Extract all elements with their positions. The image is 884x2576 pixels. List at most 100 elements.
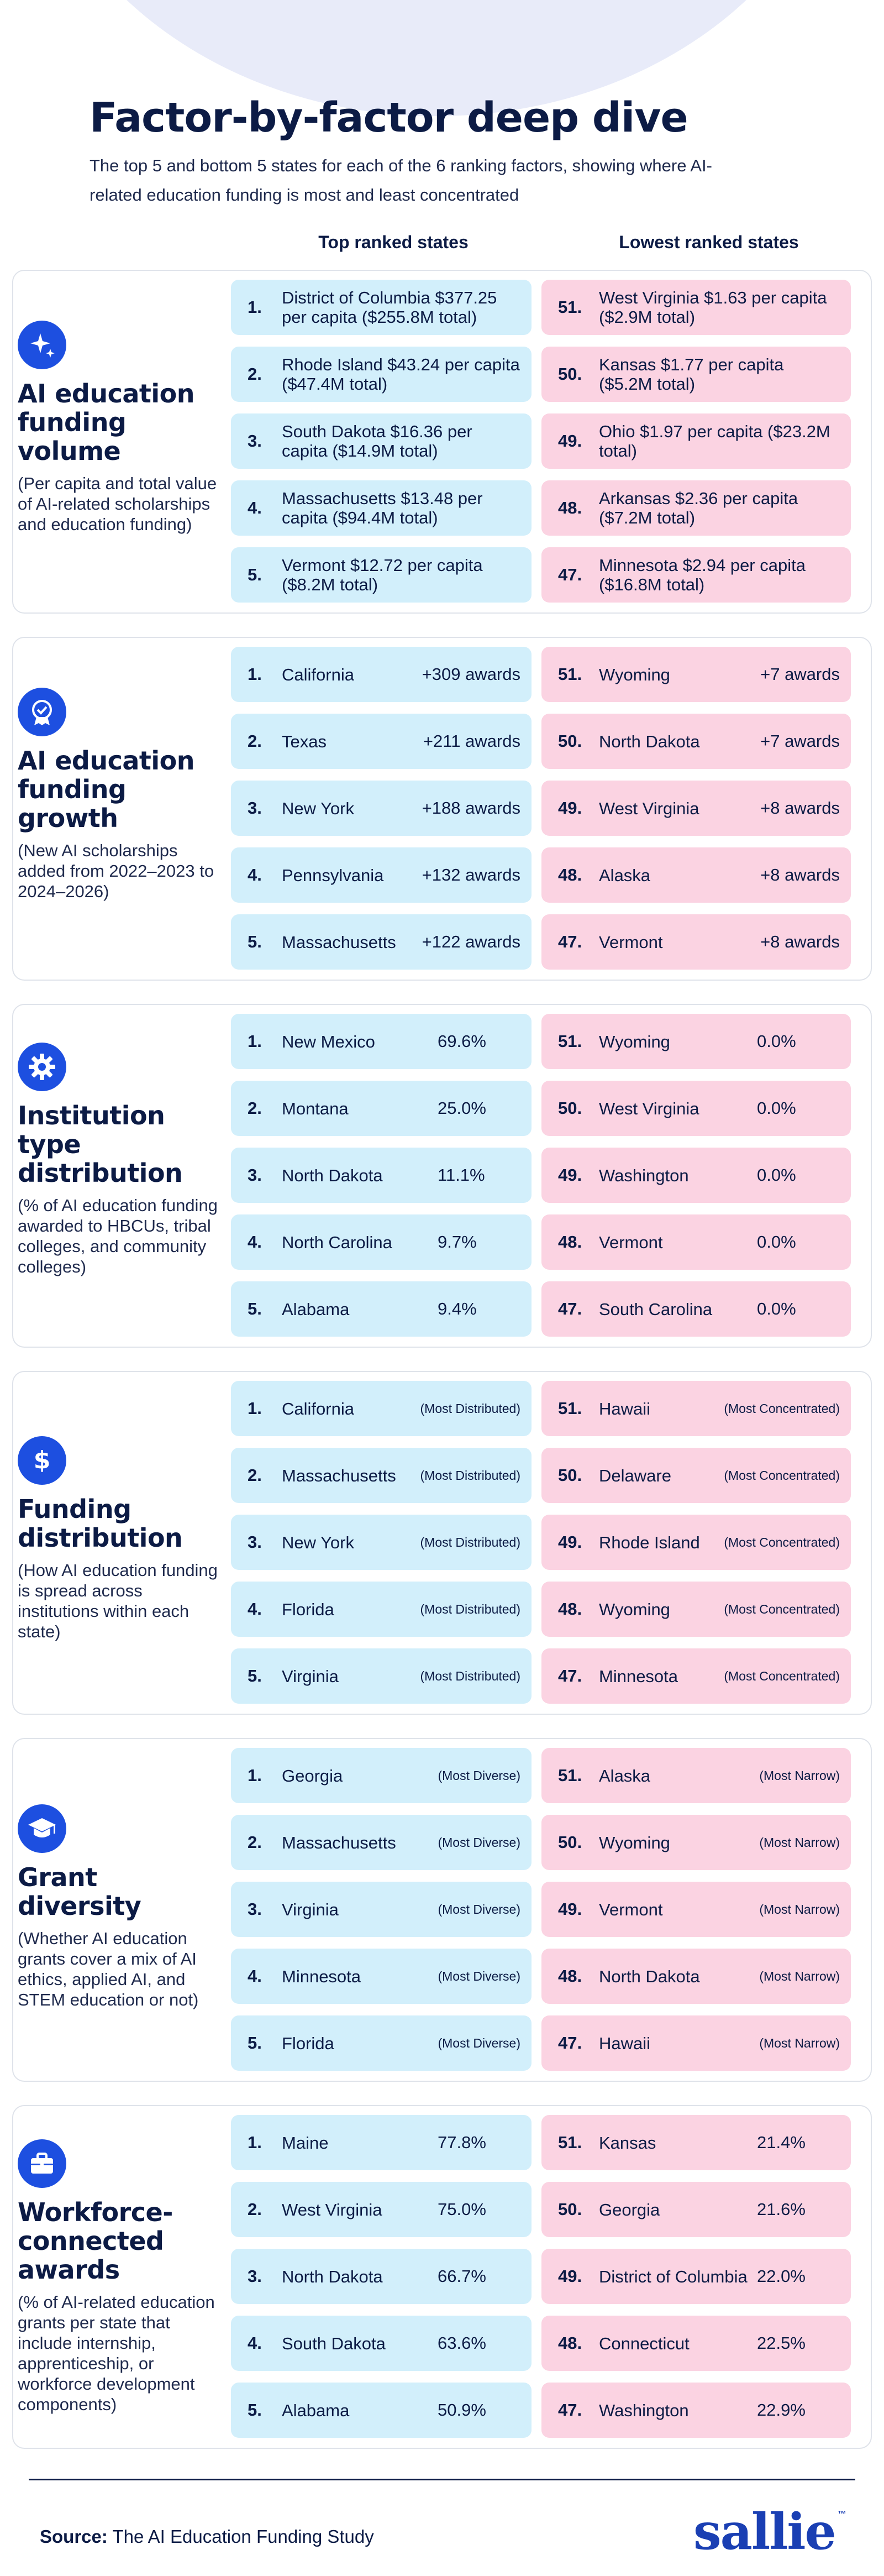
- gear-icon: [18, 1043, 66, 1091]
- state-name: Delaware: [599, 1465, 671, 1485]
- top-ranked-state-row: 4. Pennsylvania +132 awards: [231, 847, 532, 903]
- state-name: Florida: [282, 1599, 334, 1619]
- lowest-ranked-state-row: 47. Vermont +8 awards: [541, 914, 851, 970]
- rank-number: 51.: [558, 1399, 582, 1418]
- state-name: Wyoming: [599, 1032, 670, 1051]
- rank-number: 51.: [558, 1032, 582, 1051]
- lowest-ranked-state-row: 48. North Dakota (Most Narrow): [541, 1949, 851, 2004]
- factor-description: (Per capita and total value of AI-relate…: [18, 474, 217, 534]
- factor-value: +309 awards: [422, 664, 520, 684]
- lowest-ranked-state-row: 50. North Dakota +7 awards: [541, 714, 851, 769]
- factor-description: (New AI scholarships added from 2022–202…: [18, 841, 214, 901]
- state-name: Vermont $12.72 per capita ($8.2M total): [282, 556, 483, 594]
- rank-number: 1.: [248, 297, 262, 317]
- state-name: Vermont: [599, 932, 663, 952]
- rank-number: 5.: [248, 1299, 262, 1318]
- lowest-ranked-state-row: 48. Wyoming (Most Concentrated): [541, 1582, 851, 1637]
- rank-number: 4.: [248, 1599, 262, 1619]
- state-name: Massachusetts: [282, 1465, 396, 1485]
- lowest-ranked-state-row: 49. West Virginia +8 awards: [541, 781, 851, 836]
- lowest-ranked-state-row: 48. Connecticut 22.5%: [541, 2316, 851, 2371]
- factor-description-panel: AI education funding growth (New AI schol…: [18, 688, 222, 902]
- factor-value: 22.5%: [757, 2333, 806, 2353]
- lowest-ranked-state-row: 47. South Carolina 0.0%: [541, 1281, 851, 1337]
- top-ranked-state-row: 4. North Carolina 9.7%: [231, 1214, 532, 1270]
- rank-number: 3.: [248, 798, 262, 818]
- factor-description-panel: Institution type distribution (% of AI ed…: [18, 1043, 222, 1277]
- rank-number: 47.: [558, 565, 582, 584]
- rank-number: 47.: [558, 2400, 582, 2420]
- state-name: Montana: [282, 1098, 349, 1118]
- lowest-ranked-state-row: 49. District of Columbia 22.0%: [541, 2249, 851, 2304]
- rank-number: 5.: [248, 1666, 262, 1685]
- rank-number: 3.: [248, 2266, 262, 2286]
- rank-number: 47.: [558, 1299, 582, 1318]
- top-ranked-state-row: 2. Massachusetts (Most Diverse): [231, 1815, 532, 1870]
- factor-name: AI education funding growth: [18, 746, 195, 833]
- factor-value: 11.1%: [438, 1165, 485, 1185]
- top-column-heading: Top ranked states: [318, 232, 469, 252]
- state-name: Massachusetts: [282, 932, 396, 952]
- factor-description: (% of AI-related education grants per st…: [18, 2292, 215, 2414]
- factor-value: (Most Narrow): [759, 1835, 840, 1850]
- state-name: Georgia: [599, 2200, 660, 2219]
- lowest-ranked-state-row: 51. West Virginia $1.63 per capita ($2.9M…: [541, 280, 851, 335]
- rank-number: 48.: [558, 498, 582, 517]
- top-ranked-state-row: 5. Alabama 50.9%: [231, 2383, 532, 2438]
- factor-value: 66.7%: [438, 2266, 486, 2286]
- rank-number: 48.: [558, 865, 582, 884]
- top-ranked-state-row: 3. New York +188 awards: [231, 781, 532, 836]
- state-name: Texas: [282, 731, 327, 751]
- lowest-ranked-state-row: 51. Alaska (Most Narrow): [541, 1748, 851, 1803]
- brand-logo: sallie ™: [693, 2502, 846, 2561]
- top-ranked-state-row: 3. New York (Most Distributed): [231, 1515, 532, 1570]
- svg-text:$: $: [34, 1446, 51, 1474]
- top-ranked-state-row: 5. Alabama 9.4%: [231, 1281, 532, 1337]
- top-ranked-state-row: 2. Massachusetts (Most Distributed): [231, 1448, 532, 1503]
- factor-value: (Most Concentrated): [724, 1601, 840, 1616]
- factor-value: 77.8%: [438, 2133, 486, 2152]
- rank-number: 50.: [558, 1098, 582, 1118]
- factor-name: Workforce-connected awards: [18, 2197, 173, 2285]
- state-name: Hawaii: [599, 2033, 651, 2053]
- lowest-ranked-state-row: 48. Alaska +8 awards: [541, 847, 851, 903]
- state-name: Hawaii: [599, 1399, 651, 1418]
- top-ranked-state-row: 4. Florida (Most Distributed): [231, 1582, 532, 1637]
- rank-number: 5.: [248, 932, 262, 951]
- rank-number: 47.: [558, 2033, 582, 2053]
- factor-value: +8 awards: [760, 865, 840, 884]
- state-name: District of Columbia: [599, 2266, 748, 2286]
- state-name: Wyoming: [599, 1599, 670, 1619]
- rank-number: 4.: [248, 2333, 262, 2353]
- top-ranked-state-row: 2. Texas +211 awards: [231, 714, 532, 769]
- top-ranked-state-row: 3. North Dakota 66.7%: [231, 2249, 532, 2304]
- rank-number: 1.: [248, 664, 262, 684]
- state-name: Alaska: [599, 865, 651, 885]
- factor-value: 22.9%: [757, 2400, 806, 2420]
- factor-value: +8 awards: [760, 798, 840, 818]
- rank-number: 3.: [248, 1165, 262, 1185]
- rank-number: 2.: [248, 1832, 262, 1852]
- rank-number: 4.: [248, 1966, 262, 1986]
- source-text: The AI Education Funding Study: [112, 2526, 374, 2547]
- factor-value: (Most Diverse): [438, 2035, 520, 2050]
- rank-number: 1.: [248, 1766, 262, 1785]
- factor-value: (Most Concentrated): [724, 1401, 840, 1416]
- source-label: Source:: [40, 2526, 108, 2547]
- lowest-ranked-state-row: 47. Minnesota $2.94 per capita ($16.8M to…: [541, 547, 851, 603]
- state-name: Minnesota $2.94 per capita ($16.8M total…: [599, 556, 806, 594]
- factor-value: (Most Distributed): [420, 1668, 520, 1683]
- state-name: West Virginia: [599, 1098, 699, 1118]
- state-name: North Dakota: [282, 1165, 383, 1185]
- factor-value: 0.0%: [757, 1032, 796, 1051]
- lowest-ranked-state-row: 47. Washington 22.9%: [541, 2383, 851, 2438]
- factor-value: +132 awards: [422, 865, 520, 884]
- lowest-ranked-state-row: 51. Wyoming +7 awards: [541, 647, 851, 702]
- rank-number: 3.: [248, 1899, 262, 1919]
- state-name: Alabama: [282, 2400, 350, 2420]
- lowest-ranked-state-row: 50. Georgia 21.6%: [541, 2182, 851, 2237]
- top-ranked-state-row: 2. Montana 25.0%: [231, 1081, 532, 1136]
- state-name: New York: [282, 1532, 354, 1552]
- rank-number: 50.: [558, 731, 582, 751]
- top-ranked-state-row: 1. New Mexico 69.6%: [231, 1014, 532, 1069]
